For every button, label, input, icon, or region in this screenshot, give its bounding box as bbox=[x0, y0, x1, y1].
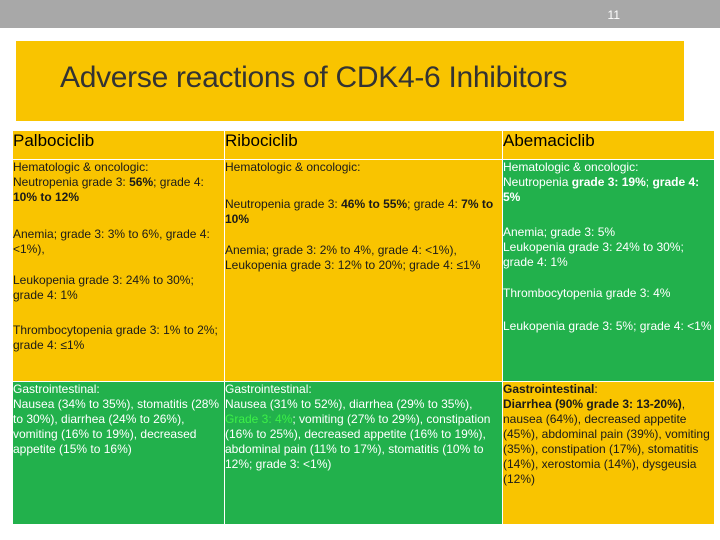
abemaciclib-leukopenia-2: Leukopenia grade 3: 5%; grade 4: <1% bbox=[503, 319, 712, 333]
header-row: Palbociclib Ribociclib Abemaciclib bbox=[12, 130, 715, 160]
adverse-reactions-table: Palbociclib Ribociclib Abemaciclib Hemat… bbox=[12, 130, 715, 525]
ribociclib-hematologic-cell: Hematologic & oncologic: Neutropenia gra… bbox=[224, 159, 503, 382]
palbociclib-neutro-grade3: 56% bbox=[129, 175, 154, 189]
ribociclib-gi-text-2: ; vomiting (27% to 29%), constipation (1… bbox=[225, 412, 491, 471]
abemaciclib-gi-diarrhea: Diarrhea (90% grade 3: 13-20%) bbox=[503, 397, 682, 411]
abemaciclib-neutropenia: Neutropenia grade 3: 19%; grade 4: 5% bbox=[503, 175, 714, 205]
page-number: 11 bbox=[607, 8, 620, 22]
palbociclib-neutro-grade4: 10% to 12% bbox=[13, 190, 80, 204]
abemaciclib-thrombocytopenia: Thrombocytopenia grade 3: 4% bbox=[503, 286, 671, 300]
ribociclib-neutro-mid: ; grade 4: bbox=[407, 197, 462, 211]
abemaciclib-heme-title: Hematologic & oncologic: bbox=[503, 160, 639, 174]
ribociclib-anemia-leukopenia: Anemia; grade 3: 2% to 4%, grade 4: <1%)… bbox=[225, 243, 481, 272]
abemaciclib-gi-rest: , nausea (64%), decreased appetite (45%)… bbox=[503, 397, 710, 486]
ribociclib-heme-title: Hematologic & oncologic: bbox=[225, 160, 361, 174]
abemaciclib-gi-cell: Gastrointestinal: Diarrhea (90% grade 3:… bbox=[502, 381, 715, 525]
palbociclib-gi-text: Nausea (34% to 35%), stomatitis (28% to … bbox=[13, 397, 220, 456]
top-bar: 11 bbox=[0, 0, 720, 28]
abemaciclib-anemia: Anemia; grade 3: 5% bbox=[503, 225, 616, 239]
ribociclib-gi-title: Gastrointestinal bbox=[225, 382, 309, 396]
abemaciclib-neutro-grade4: grade 4: 5% bbox=[503, 175, 700, 204]
palbociclib-gi-title: Gastrointestinal: bbox=[13, 382, 100, 396]
palbociclib-thrombocytopenia: Thrombocytopenia grade 3: 1% to 2%; grad… bbox=[13, 323, 218, 352]
ribociclib-neutro-prefix: Neutropenia grade 3: bbox=[225, 197, 342, 211]
abemaciclib-gi-text: Diarrhea (90% grade 3: 13-20%), nausea (… bbox=[503, 397, 714, 487]
palbociclib-neutropenia: Neutropenia grade 3: 56%; grade 4: 10% t… bbox=[13, 175, 224, 205]
header-abemaciclib: Abemaciclib bbox=[502, 130, 715, 160]
abemaciclib-hematologic-cell: Hematologic & oncologic: Neutropenia gra… bbox=[502, 159, 715, 382]
palbociclib-heme-title: Hematologic & oncologic: bbox=[13, 160, 149, 174]
ribociclib-gi-text-1: Nausea (31% to 52%), diarrhea (29% to 35… bbox=[225, 397, 473, 411]
header-palbociclib: Palbociclib bbox=[12, 130, 225, 160]
header-ribociclib: Ribociclib bbox=[224, 130, 503, 160]
abemaciclib-gi-title: Gastrointestinal bbox=[503, 382, 595, 396]
hematologic-row: Hematologic & oncologic: Neutropenia gra… bbox=[12, 159, 715, 382]
ribociclib-gi-highlight: Grade 3: 4% bbox=[225, 412, 293, 426]
ribociclib-neutro-grade3: 46% to 55% bbox=[341, 197, 408, 211]
ribociclib-neutropenia: Neutropenia grade 3: 46% to 55%; grade 4… bbox=[225, 197, 502, 227]
abemaciclib-leukopenia: Leukopenia grade 3: 24% to 30%; grade 4:… bbox=[503, 240, 684, 269]
page-title: Adverse reactions of CDK4-6 Inhibitors bbox=[60, 61, 568, 94]
abemaciclib-neutro-prefix: Neutropenia bbox=[503, 175, 572, 189]
palbociclib-gi-cell: Gastrointestinal: Nausea (34% to 35%), s… bbox=[12, 381, 225, 525]
abemaciclib-neutro-mid: ; bbox=[645, 175, 653, 189]
ribociclib-gi-text: Nausea (31% to 52%), diarrhea (29% to 35… bbox=[225, 397, 502, 472]
abemaciclib-gi-title-line: Gastrointestinal: bbox=[503, 382, 714, 397]
abemaciclib-gi-colon: : bbox=[594, 382, 598, 396]
ribociclib-neutro-grade4: 7% to 10% bbox=[225, 197, 494, 226]
ribociclib-gi-colon: : bbox=[308, 382, 312, 396]
palbociclib-anemia: Anemia; grade 3: 3% to 6%, grade 4: <1%)… bbox=[13, 227, 210, 256]
abemaciclib-neutro-grade3: grade 3: 19% bbox=[571, 175, 646, 189]
palbociclib-neutro-mid: ; grade 4: bbox=[153, 175, 204, 189]
gastrointestinal-row: Gastrointestinal: Nausea (34% to 35%), s… bbox=[12, 381, 715, 525]
palbociclib-neutro-prefix: Neutropenia grade 3: bbox=[13, 175, 130, 189]
palbociclib-hematologic-cell: Hematologic & oncologic: Neutropenia gra… bbox=[12, 159, 225, 382]
ribociclib-gi-title-line: Gastrointestinal: bbox=[225, 382, 502, 397]
ribociclib-gi-cell: Gastrointestinal: Nausea (31% to 52%), d… bbox=[224, 381, 503, 525]
title-box: Adverse reactions of CDK4-6 Inhibitors bbox=[16, 41, 684, 121]
palbociclib-leukopenia: Leukopenia grade 3: 24% to 30%; grade 4:… bbox=[13, 273, 194, 302]
